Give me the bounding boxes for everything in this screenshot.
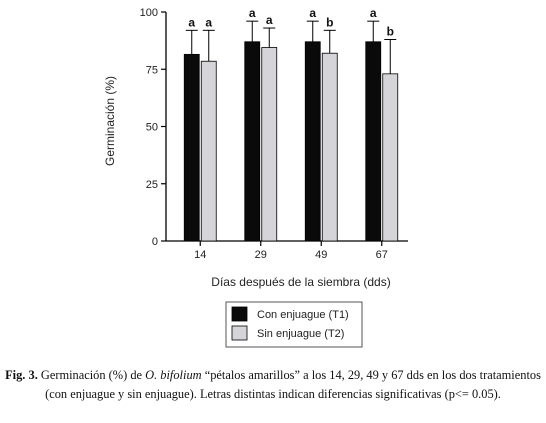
y-tick-label: 75 — [146, 64, 158, 76]
bar-t2 — [261, 47, 278, 242]
legend-box — [225, 301, 363, 348]
bar-t1 — [365, 41, 382, 242]
y-tick-label: 0 — [152, 236, 158, 248]
y-tick-label: 100 — [140, 7, 158, 19]
significance-letter: a — [249, 6, 256, 20]
bar-t2 — [321, 52, 338, 242]
bar-t1 — [183, 53, 200, 242]
caption-species: O. bifolium — [145, 368, 202, 382]
caption-text-1: Germinación (%) de — [37, 368, 146, 382]
significance-letter: a — [309, 6, 316, 20]
legend-label-sin-enjuague: Sin enjuague (T2) — [257, 328, 344, 340]
legend: Con enjuague (T1) Sin enjuague (T2) — [225, 301, 363, 348]
bar-t2 — [382, 73, 399, 242]
x-axis-label: Días después de la siembra (dds) — [211, 275, 390, 289]
caption-label: Fig. 3. — [5, 368, 38, 382]
x-tick-label: 29 — [255, 249, 267, 261]
x-tick-label: 14 — [194, 249, 206, 261]
bar-t1 — [244, 41, 261, 242]
caption-text-2: “pétalos amarillos” a los 14, 29, 49 y 6… — [45, 368, 541, 401]
bar-t1 — [304, 41, 321, 242]
y-tick-label: 25 — [146, 179, 158, 191]
x-tick-label: 67 — [376, 249, 388, 261]
y-axis-label: Germinación (%) — [103, 76, 117, 166]
x-tick-label: 49 — [315, 249, 327, 261]
legend-label-con-enjuague: Con enjuague (T1) — [257, 309, 349, 321]
significance-letter: b — [387, 24, 394, 38]
significance-letter: a — [370, 6, 377, 20]
significance-letter: a — [266, 13, 273, 27]
significance-letter: a — [188, 15, 195, 29]
legend-swatch-sin-enjuague — [231, 325, 248, 341]
bar-t2 — [200, 60, 217, 242]
significance-letter: a — [205, 15, 212, 29]
significance-letter: b — [326, 15, 333, 29]
figure-caption: Fig. 3. Germinación (%) de O. bifolium “… — [4, 366, 542, 404]
legend-swatch-con-enjuague — [231, 306, 248, 322]
y-tick-label: 50 — [146, 122, 158, 134]
